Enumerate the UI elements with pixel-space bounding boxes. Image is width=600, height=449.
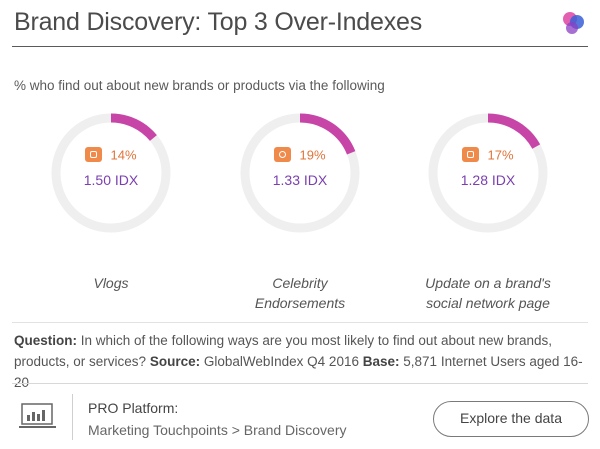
social-icon xyxy=(462,147,480,163)
category-label: Celebrity Endorsements xyxy=(220,273,380,313)
index-label: 1.28 IDX xyxy=(460,172,516,188)
donut-2: 19% 1.33 IDX xyxy=(237,110,363,236)
donut-arc-2 xyxy=(240,113,360,233)
donut-center: 14% 1.50 IDX xyxy=(48,110,174,236)
source-text: GlobalWebIndex Q4 2016 xyxy=(203,354,359,369)
question-label: Question: xyxy=(14,333,77,348)
donut-ring xyxy=(240,113,360,233)
donut-arc-1 xyxy=(51,113,171,233)
category-label-line: Update on a brand's xyxy=(425,275,551,291)
index-label: 1.50 IDX xyxy=(83,172,139,188)
video-icon xyxy=(85,147,103,163)
donut-ring xyxy=(51,113,171,233)
globalwebindex-logo-icon xyxy=(563,12,584,34)
category-label: Update on a brand's social network page xyxy=(408,273,568,313)
category-label-line: Celebrity xyxy=(272,275,328,291)
question-text: In which of the following ways are you m… xyxy=(14,333,553,369)
donut-3: 17% 1.28 IDX xyxy=(425,110,551,236)
index-label: 1.33 IDX xyxy=(272,172,328,188)
donut-ring xyxy=(428,113,548,233)
percent-label: 14% xyxy=(110,147,137,163)
percent-row: 17% xyxy=(425,146,551,164)
title-divider xyxy=(12,46,588,47)
category-label-line: Vlogs xyxy=(93,275,129,291)
base-text: 5,871 Internet Users aged 16-20 xyxy=(14,354,583,390)
category-label-line: Endorsements xyxy=(254,295,346,311)
footer-divider xyxy=(12,383,588,384)
chart-subtitle: % who find out about new brands or produ… xyxy=(14,78,385,93)
percent-label: 19% xyxy=(299,147,326,163)
source-label: Source: xyxy=(149,354,201,369)
footer-vertical-divider xyxy=(72,394,73,440)
donut-arc-3 xyxy=(428,113,548,233)
percent-label: 17% xyxy=(487,147,514,163)
percent-row: 14% xyxy=(48,146,174,164)
laptop-chart-icon xyxy=(19,403,56,428)
explore-data-button[interactable]: Explore the data xyxy=(433,401,589,437)
star-icon xyxy=(274,147,292,163)
donut-center: 19% 1.33 IDX xyxy=(237,110,363,236)
question-note: Question: In which of the following ways… xyxy=(14,330,594,393)
percent-row: 19% xyxy=(237,146,363,164)
platform-title: PRO Platform: xyxy=(88,400,179,416)
category-label: Vlogs xyxy=(31,273,191,293)
page-title: Brand Discovery: Top 3 Over-Indexes xyxy=(14,8,423,36)
base-label: Base: xyxy=(362,354,400,369)
category-label-line: social network page xyxy=(426,295,550,311)
donut-1: 14% 1.50 IDX xyxy=(48,110,174,236)
notes-divider xyxy=(12,322,588,323)
platform-breadcrumb[interactable]: Marketing Touchpoints > Brand Discovery xyxy=(88,422,347,438)
donut-center: 17% 1.28 IDX xyxy=(425,110,551,236)
